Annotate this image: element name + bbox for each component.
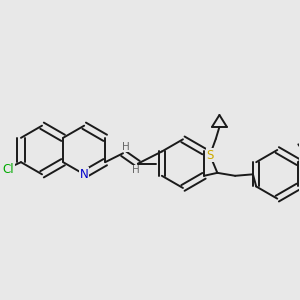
Text: Cl: Cl — [3, 163, 14, 176]
Text: H: H — [122, 142, 129, 152]
Text: S: S — [206, 148, 214, 161]
Text: N: N — [80, 168, 88, 181]
Text: H: H — [132, 165, 140, 175]
